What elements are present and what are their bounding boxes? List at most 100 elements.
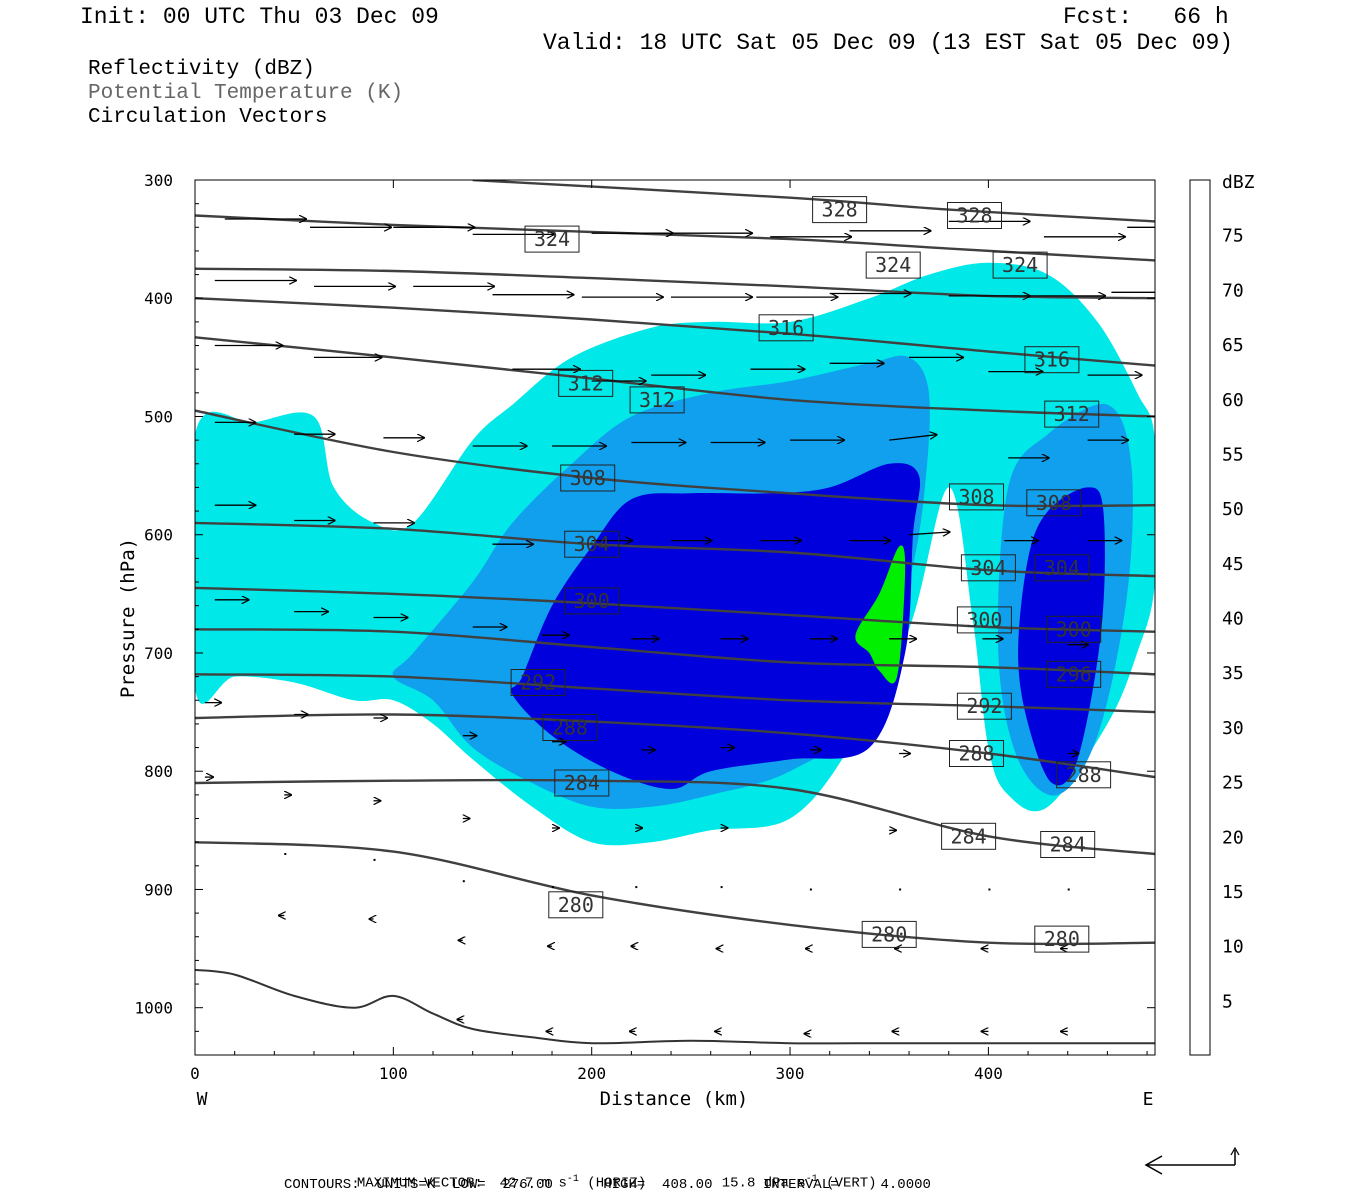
theta-contour-300 bbox=[195, 586, 1155, 633]
x-tick-label: 100 bbox=[379, 1064, 408, 1083]
theta-contour-280 bbox=[195, 841, 1155, 946]
contour-label-box: 300 bbox=[1046, 615, 1102, 643]
contour-label-box: 308 bbox=[949, 483, 1004, 511]
contour-label: 308 bbox=[570, 466, 606, 490]
contour-label: 288 bbox=[1066, 763, 1102, 787]
reflectivity-15dbz-region bbox=[1018, 487, 1105, 786]
max-vert-unit: (VERT) bbox=[826, 1175, 877, 1192]
contour-label: 284 bbox=[1050, 833, 1086, 857]
x-right-label: E bbox=[1143, 1089, 1154, 1110]
colorbar-label: 5 bbox=[1222, 991, 1233, 1012]
theta-contour-284 bbox=[195, 778, 1155, 856]
contour-label: 328 bbox=[956, 204, 992, 228]
colorbar-label: 30 bbox=[1222, 718, 1244, 739]
field-theta: Potential Temperature (K) bbox=[88, 82, 404, 105]
field-reflectivity: Reflectivity (dBZ) bbox=[88, 58, 315, 81]
contour-label-box: 304 bbox=[564, 530, 620, 558]
contours-info: CONTOURS: UNITS=K LOW= 276.00 HIGH= 408.… bbox=[284, 1177, 931, 1193]
valid-time: Valid: 18 UTC Sat 05 Dec 09 (13 EST Sat … bbox=[543, 30, 1234, 56]
theta-contour-292 bbox=[195, 673, 1155, 714]
x-tick-label: 0 bbox=[190, 1064, 200, 1083]
contour-label: 324 bbox=[875, 253, 911, 277]
contour-label: 280 bbox=[871, 922, 907, 946]
contour-label: 304 bbox=[574, 532, 610, 556]
max-vert-value: 15.8 dPa s bbox=[721, 1175, 806, 1192]
theta-contour-312 bbox=[195, 336, 1155, 418]
theta-contour-288 bbox=[195, 713, 1155, 779]
colorbar-label: 65 bbox=[1222, 335, 1244, 356]
plot-frame bbox=[194, 179, 1156, 1056]
reflectivity-5dbz-region bbox=[195, 262, 1155, 846]
y-tick-label: 1000 bbox=[134, 999, 173, 1018]
colorbar-label: 45 bbox=[1222, 554, 1244, 575]
contour-label: 300 bbox=[1056, 617, 1092, 641]
colorbar-segment bbox=[1190, 1000, 1210, 1055]
contour-label-box: 312 bbox=[1044, 400, 1100, 428]
contour-label-box: 316 bbox=[758, 314, 814, 342]
x-axis-title: Distance (km) bbox=[600, 1088, 749, 1110]
colorbar-label: 70 bbox=[1222, 280, 1244, 301]
contour-label-box: 312 bbox=[629, 386, 685, 414]
theta-contour-324 bbox=[195, 214, 1155, 262]
colorbar: 5 10 15 20 25 30 35 40 45 50 55 60 65 70 75 dBZ bbox=[1189, 172, 1255, 1056]
theta-contour-328 bbox=[472, 180, 1155, 223]
y-tick-label: 800 bbox=[144, 762, 173, 781]
contour-label-box: 316 bbox=[1024, 346, 1080, 374]
contour-label-box: 292 bbox=[956, 692, 1012, 720]
max-horiz-value: 42.7 m s bbox=[499, 1175, 567, 1192]
contour-label: 308 bbox=[958, 485, 994, 509]
reflectivity-10dbz-region bbox=[997, 403, 1133, 796]
contour-label-box: 292 bbox=[510, 669, 566, 696]
y-tick-label: 400 bbox=[144, 289, 173, 308]
y-tick-label: 600 bbox=[144, 526, 173, 545]
contour-label-box: 324 bbox=[865, 251, 921, 279]
contour-label: 312 bbox=[639, 388, 675, 412]
contour-label-box: 324 bbox=[992, 251, 1048, 279]
reflectivity-20dbz-region bbox=[855, 545, 906, 684]
colorbar-label: 75 bbox=[1222, 226, 1244, 247]
contour-label: 280 bbox=[558, 893, 594, 917]
y-axis-title: Pressure (hPa) bbox=[117, 538, 139, 698]
contour-label-box: 280 bbox=[861, 920, 917, 948]
theta-contour-320 bbox=[195, 267, 1155, 300]
theta-contour-308 bbox=[195, 409, 1155, 508]
contour-label: 312 bbox=[568, 371, 604, 395]
axes: 300 400 500 600 700 800 900 1000 0 100 200 300 400 bbox=[134, 171, 1155, 1083]
contour-label-box: 296 bbox=[1046, 660, 1102, 688]
contour-label-box: 288 bbox=[542, 714, 598, 741]
colorbar-title: dBZ bbox=[1222, 172, 1255, 193]
contour-label: 300 bbox=[574, 589, 610, 613]
contour-label-box: 284 bbox=[1040, 831, 1096, 858]
y-tick-label: 700 bbox=[144, 644, 173, 663]
y-tick-label: 900 bbox=[144, 881, 173, 900]
max-horiz-exp: -1 bbox=[566, 1174, 579, 1185]
terrain-line bbox=[195, 968, 1155, 1045]
colorbar-label: 40 bbox=[1222, 609, 1244, 630]
contour-label-box: 312 bbox=[558, 369, 614, 397]
contour-label-box: 328 bbox=[812, 196, 868, 224]
x-tick-label: 300 bbox=[776, 1064, 805, 1083]
contour-label: 304 bbox=[970, 556, 1006, 580]
theta-contour-296 bbox=[195, 628, 1155, 676]
circulation-vectors bbox=[204, 219, 1155, 1034]
reference-arrow bbox=[1144, 1146, 1240, 1175]
colorbar-label: 20 bbox=[1222, 827, 1244, 848]
contour-label-box: 308 bbox=[1026, 489, 1082, 517]
x-tick-label: 200 bbox=[577, 1064, 606, 1083]
colorbar-frame bbox=[1189, 179, 1211, 1056]
contour-label: 328 bbox=[822, 198, 858, 222]
contour-label: 324 bbox=[534, 227, 570, 251]
contour-label-box: 300 bbox=[564, 587, 620, 615]
init-time: Init: 00 UTC Thu 03 Dec 09 bbox=[80, 4, 439, 30]
contour-label-box: 280 bbox=[548, 891, 604, 919]
reflectivity-15dbz-region bbox=[510, 463, 921, 789]
max-vector-label: MAXIMUM VECTOR: bbox=[356, 1175, 483, 1192]
y-tick-label: 500 bbox=[144, 408, 173, 427]
x-left-label: W bbox=[197, 1089, 208, 1110]
colorbar-label: 35 bbox=[1222, 663, 1244, 684]
contour-label: 288 bbox=[958, 742, 994, 766]
max-vector-line: MAXIMUM VECTOR: 42.7 m s-1 (HORIZ) 15.8 … bbox=[340, 1158, 877, 1192]
reflectivity-fill bbox=[195, 262, 1155, 846]
theta-contours bbox=[195, 180, 1155, 946]
